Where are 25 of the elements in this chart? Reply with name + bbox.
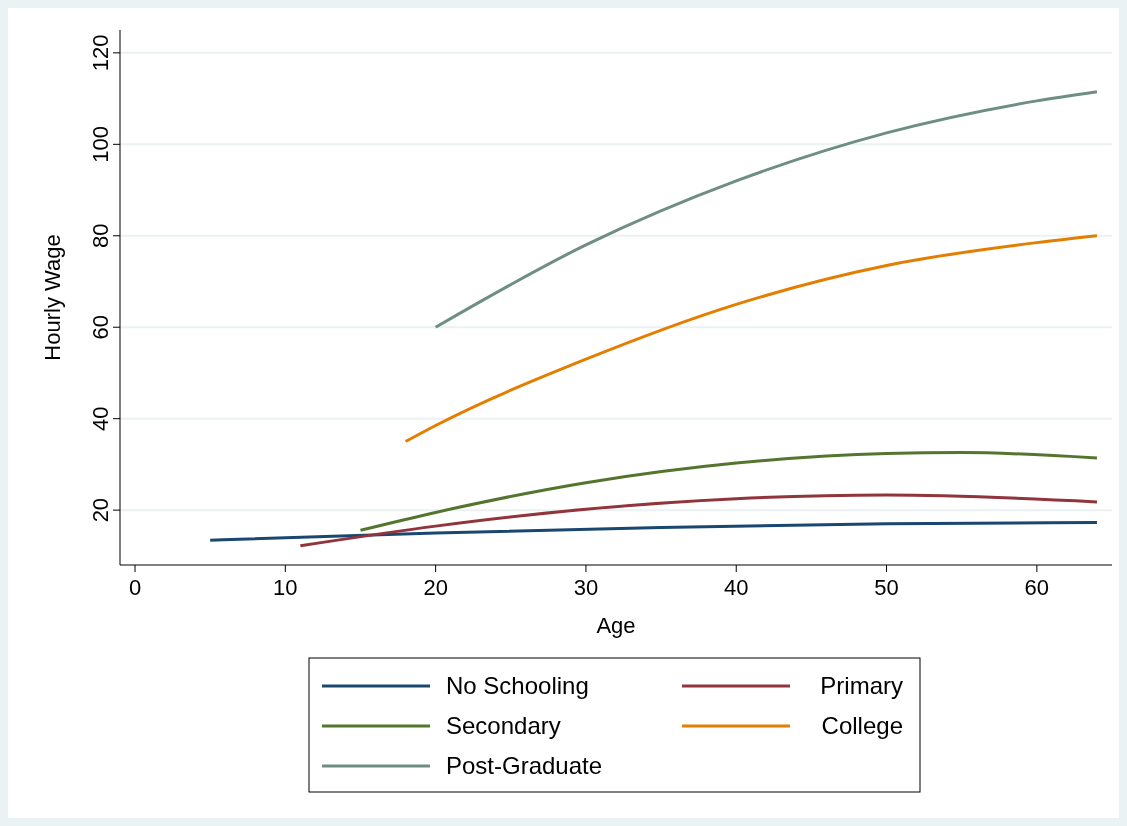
- legend-label: Post-Graduate: [446, 752, 603, 779]
- line-series: [208, 520, 1099, 542]
- y-tick-label: 120: [88, 34, 113, 72]
- legend-label: College: [821, 712, 903, 739]
- y-tick-label: 80: [88, 223, 113, 249]
- y-tick-label: 100: [88, 125, 113, 163]
- x-tick-label: 0: [128, 575, 142, 600]
- y-tick-label: 40: [88, 406, 113, 431]
- legend-label: Secondary: [446, 712, 561, 739]
- line-series: [404, 234, 1099, 444]
- line-series: [358, 451, 1099, 532]
- x-axis-title: Age: [596, 613, 636, 638]
- line-series: [298, 493, 1099, 548]
- y-axis-title: Hourly Wage: [40, 234, 65, 361]
- x-tick-label: 60: [1024, 575, 1050, 600]
- x-tick-label: 40: [724, 575, 749, 600]
- x-tick-label: 30: [573, 575, 599, 600]
- x-tick-label: 10: [273, 575, 298, 600]
- line-series: [434, 90, 1099, 329]
- legend-label: Primary: [820, 672, 903, 699]
- x-tick-label: 20: [423, 575, 448, 600]
- legend-label: No Schooling: [446, 672, 589, 699]
- y-tick-label: 20: [88, 497, 113, 523]
- y-tick-label: 60: [88, 314, 113, 340]
- x-tick-label: 50: [874, 575, 899, 600]
